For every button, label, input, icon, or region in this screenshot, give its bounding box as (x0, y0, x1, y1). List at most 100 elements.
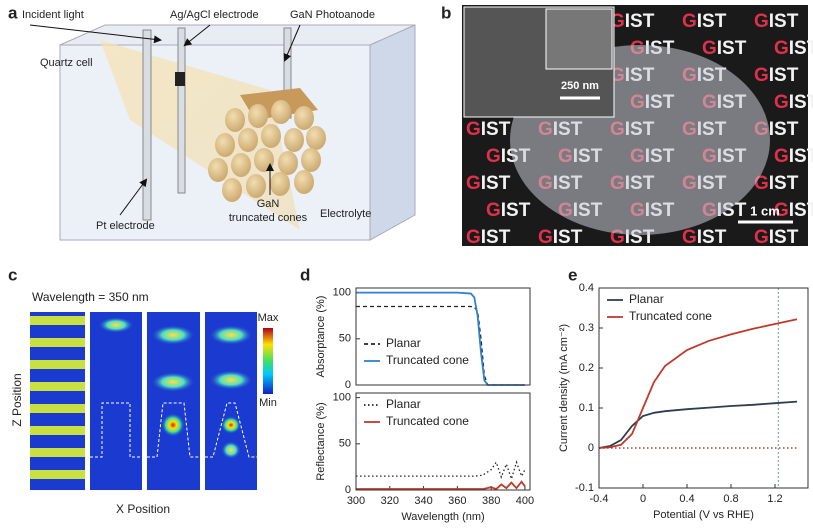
x-tick-label: -0.4 (590, 493, 609, 505)
arrow (283, 24, 301, 62)
pattern-word: GIST (774, 38, 813, 59)
pattern-word: GIST (702, 38, 747, 59)
colorbar-label: Max (258, 312, 279, 324)
legend-label: Truncated cone (629, 309, 712, 323)
pattern-word: GIST (538, 227, 583, 248)
pattern-letters: IST (789, 200, 813, 221)
stripe (30, 382, 85, 391)
pattern-letters: IST (481, 173, 511, 194)
pattern-word: GIST (466, 119, 511, 140)
label: Wavelength = 350 nm (32, 290, 149, 304)
panel-a: a Incident light Ag/AgCl electrode GaN P… (8, 3, 416, 241)
pattern-word: GIST (754, 65, 799, 86)
arrow (183, 24, 211, 47)
pattern-word: GIST (486, 200, 531, 221)
y-tick-label: 100 (333, 287, 351, 299)
pattern-word: GIST (682, 11, 727, 32)
panel-label: c (8, 265, 17, 284)
pattern-word: GIST (754, 11, 799, 32)
x-tick-label: 340 (414, 495, 432, 507)
pattern-letter: G (466, 119, 481, 140)
pattern-letter: G (774, 200, 789, 221)
label: GaN Photoanode (290, 9, 375, 21)
field-map (90, 312, 142, 490)
plot-frame (598, 287, 809, 489)
scale-label: 250 nm (561, 80, 599, 92)
arrow (29, 24, 162, 44)
outline (90, 402, 142, 458)
label: Quartz cell (40, 57, 93, 69)
x-tick-label: 0 (640, 493, 646, 505)
pattern-letters: IST (553, 227, 583, 248)
pattern-letters: IST (769, 227, 799, 248)
label: GaN (257, 198, 280, 210)
pattern-word: GIST (754, 227, 799, 248)
panel-c: c Wavelength = 350 nm Max Min Z Position… (8, 265, 279, 516)
panel-label: a (8, 3, 18, 22)
series-line (356, 480, 526, 491)
axis-label: Z Position (10, 373, 24, 426)
hotspot (209, 325, 253, 345)
label: Pt electrode (96, 220, 155, 232)
stripe (30, 316, 85, 325)
legend-label: Planar (386, 397, 421, 411)
x-axis-label: Potential (V vs RHE) (653, 509, 754, 521)
pattern-letters: IST (697, 227, 727, 248)
y-axis-label: Current density (mA cm⁻²) (558, 324, 570, 452)
panel-label: b (441, 3, 451, 22)
y-tick-label: 50 (339, 333, 351, 345)
pattern-letters: IST (697, 11, 727, 32)
pattern-letters: IST (769, 65, 799, 86)
pattern-letter: G (682, 227, 697, 248)
legend-label: Planar (629, 292, 664, 306)
colorbar (263, 328, 273, 394)
hotspot (161, 413, 185, 437)
pattern-letter: G (682, 11, 697, 32)
pattern-word: GIST (774, 200, 813, 221)
colorbar-label: Min (259, 397, 277, 409)
sem-inset-zoom (545, 8, 613, 70)
outline (147, 402, 200, 458)
y-tick-label: 50 (339, 438, 351, 450)
legend-label: Truncated cone (386, 353, 469, 367)
hotspot (151, 325, 195, 345)
pattern-letters: IST (789, 38, 813, 59)
pattern-letters: IST (789, 146, 813, 167)
stripe (30, 470, 85, 479)
pattern-letters: IST (789, 92, 813, 113)
y-tick-label: 0.4 (579, 282, 594, 294)
y-tick-label: 0.1 (579, 402, 594, 414)
y-tick-label: -0.1 (575, 482, 594, 494)
x-axis-label: Wavelength (nm) (401, 511, 484, 523)
stripe (30, 404, 85, 413)
pattern-letters: IST (625, 11, 655, 32)
y-tick-label: 0.2 (579, 362, 594, 374)
arrow (119, 178, 148, 216)
pattern-letters: IST (501, 200, 531, 221)
series-line (356, 305, 525, 386)
pattern-letter: G (774, 92, 789, 113)
label: Ag/AgCl electrode (170, 9, 259, 21)
panel-label: e (568, 265, 577, 284)
label: Incident light (22, 9, 84, 21)
pattern-letters: IST (769, 119, 799, 140)
y-axis-label: Absorptance (%) (315, 296, 327, 378)
pattern-letter: G (774, 146, 789, 167)
pattern-letters: IST (769, 11, 799, 32)
pattern-letters: IST (481, 227, 511, 248)
stripe (30, 360, 85, 369)
pattern-letters: IST (481, 119, 511, 140)
x-tick-label: 0.4 (679, 493, 694, 505)
panel-b: b GISTGISTGISTGISTGISTGISTGISTGISTGISTGI… (441, 3, 813, 248)
axis-label: X Position (116, 502, 170, 516)
pattern-word: GIST (466, 227, 511, 248)
pattern-letter: G (754, 227, 769, 248)
hotspot (151, 372, 195, 392)
pattern-word: GIST (754, 173, 799, 194)
legend-label: Planar (386, 336, 421, 350)
cones (208, 100, 326, 202)
pattern-letter: G (754, 11, 769, 32)
field-map (30, 312, 85, 490)
cell-side (369, 24, 416, 241)
